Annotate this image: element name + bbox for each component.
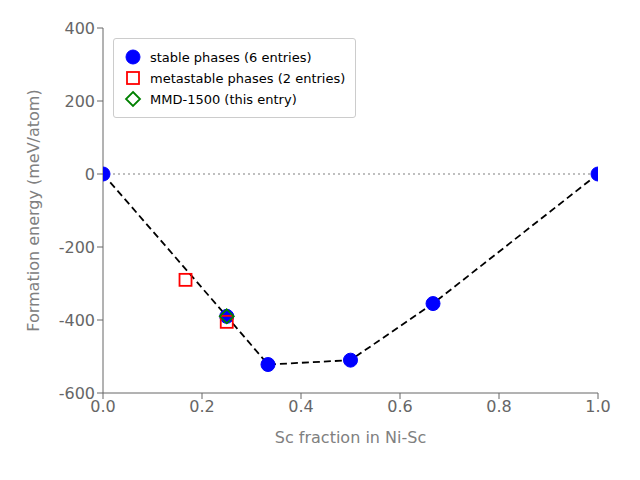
svg-text:0: 0 [85,165,95,184]
html-text:stable phases (6 entries): stable phases (6 entries) [150,49,312,65]
svg-text:1.0: 1.0 [585,397,610,416]
svg-text:0.4: 0.4 [288,397,313,416]
svg-text:400: 400 [64,19,95,38]
html-text:MMD-1500 (this entry): MMD-1500 (this entry) [150,91,297,107]
svg-text:-200: -200 [59,238,95,257]
svg-text:0.2: 0.2 [189,397,214,416]
svg-text:0.6: 0.6 [387,397,412,416]
svg-text:200: 200 [64,92,95,111]
svg-text:0.0: 0.0 [90,397,116,417]
svg-text:-400: -400 [59,311,95,330]
svg-text:0.8: 0.8 [486,397,511,416]
html-text:metastable phases (2 entries): metastable phases (2 entries) [150,70,346,86]
svg-text:-600: -600 [59,384,95,403]
svg-text:Formation energy (meV/atom): Formation energy (meV/atom) [24,89,43,331]
svg-text:Sc fraction in Ni-Sc: Sc fraction in Ni-Sc [275,428,426,447]
